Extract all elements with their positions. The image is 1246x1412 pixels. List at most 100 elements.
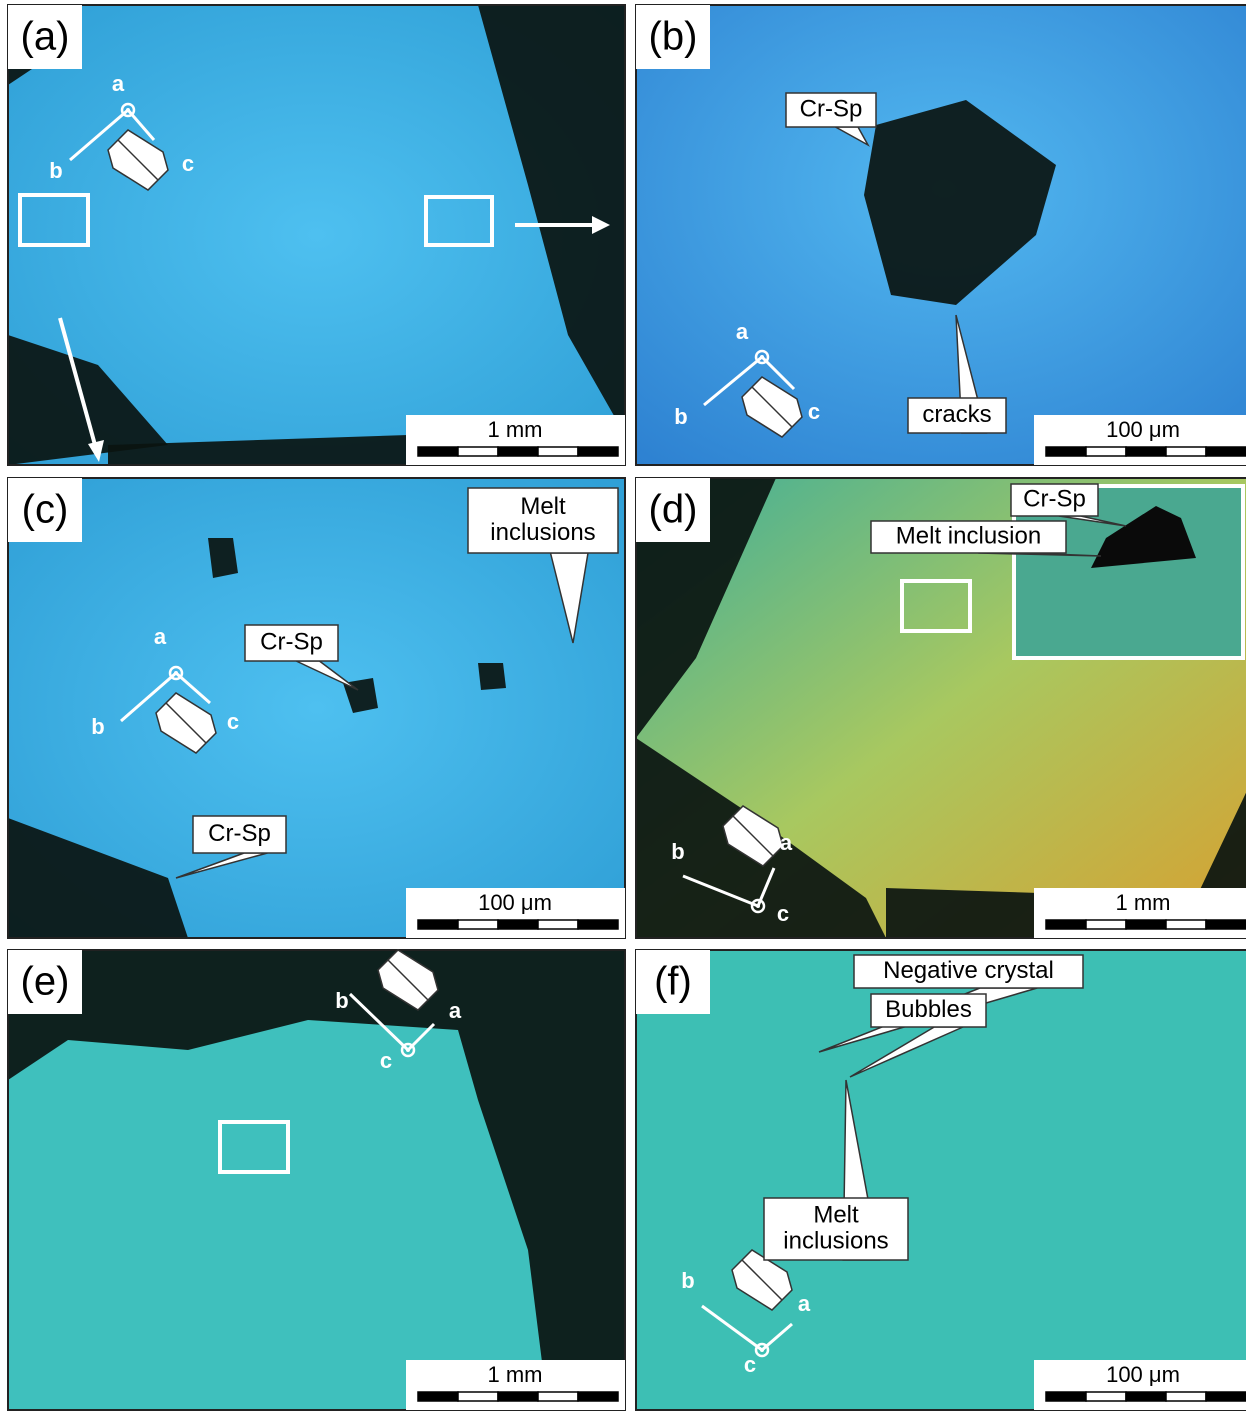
crystal-cleavage [387, 959, 429, 1001]
axis-label: c [380, 1048, 392, 1073]
matrix-region [864, 100, 1056, 305]
panel-label: (e) [21, 960, 70, 1004]
axis-label: a [736, 319, 749, 344]
callout-text: Negative crystal [883, 957, 1054, 984]
axis-origin [400, 1042, 416, 1058]
matrix-region [8, 818, 188, 938]
panel-border [7, 477, 626, 939]
axis-label: c [227, 709, 239, 734]
scale-bar-segment [1085, 446, 1127, 457]
axis-arrow [682, 874, 759, 908]
scale-bar-segment [1165, 1391, 1207, 1402]
callout-box [244, 624, 339, 662]
highlight-box [900, 579, 972, 633]
highlight-box [18, 193, 90, 247]
axis-origin [120, 102, 136, 118]
axis-arrow [703, 355, 763, 407]
axis-label: b [49, 158, 62, 183]
scale-bar-segment [1205, 446, 1246, 457]
axis-label: b [671, 839, 684, 864]
callout-box [763, 1197, 909, 1261]
axis-label: a [112, 71, 125, 96]
scale-bar-segment [537, 919, 579, 930]
scale-bar-segment [1045, 1391, 1087, 1402]
scale-bar-segment [1125, 919, 1167, 930]
scale-bar-segment [577, 1391, 619, 1402]
callout-text: Melt inclusion [896, 522, 1041, 549]
axis-label: a [798, 1291, 811, 1316]
panel-label-box [8, 5, 82, 69]
scale-bar-segment [497, 446, 539, 457]
inset-crystal [1091, 506, 1196, 568]
scale-bar-segment [457, 446, 499, 457]
panel-label: (c) [22, 488, 69, 532]
scale-bar-segment [1045, 446, 1087, 457]
panel-label-box [636, 5, 710, 69]
scale-bar-label: 1 mm [488, 417, 543, 442]
scale-bar-segment [1205, 919, 1246, 930]
pointer-arrowhead [88, 440, 104, 462]
axis-label: c [808, 399, 820, 424]
callout-box [853, 954, 1084, 989]
callout-text: Cr-Sp [208, 820, 271, 847]
axis-origin [168, 665, 184, 681]
panel: (a) a b c 1 mm [7, 4, 626, 466]
panel-label-box [8, 950, 82, 1014]
crystal-cleavage [751, 386, 793, 428]
pointer-arrow [58, 317, 97, 446]
panel: (f) b a c Negative crystal Bubbles Meltinclusi… [635, 949, 1246, 1411]
panel-border [635, 4, 1246, 466]
axis-arrow [348, 992, 410, 1052]
pointer-arrows [58, 216, 610, 462]
highlight-box [424, 195, 494, 247]
axis-label: a [449, 998, 462, 1023]
axis-arrow [760, 355, 796, 391]
scale-bar-label: 100 μm [478, 890, 552, 915]
scale-bar-segment [1165, 446, 1207, 457]
scale-bar-label: 1 mm [488, 1362, 543, 1387]
axis-origin-dot [406, 1048, 410, 1052]
axis-label: b [674, 404, 687, 429]
axis-arrow [69, 108, 129, 162]
panel-border [635, 949, 1246, 1411]
axis-label: a [154, 624, 167, 649]
panel-border [7, 4, 626, 466]
callout-text: inclusions [783, 1227, 888, 1254]
scale-bar-label: 100 μm [1106, 417, 1180, 442]
panel: (b) a b c Cr-Sp cracks 100 μm [635, 4, 1246, 466]
scale-bar-segment [537, 446, 579, 457]
scale-bar-segment [497, 919, 539, 930]
crystal-cleavage [732, 815, 774, 857]
matrix-region [8, 335, 168, 465]
callout-box [907, 397, 1007, 434]
callout-box [785, 92, 877, 128]
panel: (e) b a c 1 mm [7, 949, 626, 1411]
scale-bar-segment [1165, 919, 1207, 930]
panel-border [635, 477, 1246, 939]
callout-text: cracks [922, 401, 991, 428]
scale-bar-segment [1125, 1391, 1167, 1402]
callout-text: Melt [813, 1201, 859, 1228]
matrix-region [478, 663, 506, 690]
scale-bar-segment [1205, 1391, 1246, 1402]
matrix-region [636, 478, 776, 738]
panel-border [7, 949, 626, 1411]
callout-box [870, 993, 987, 1028]
scale-bar-segment [1085, 1391, 1127, 1402]
panel-label: (f) [654, 960, 692, 1004]
scale-bar-segment [577, 919, 619, 930]
scale-bar-segment [1085, 919, 1127, 930]
panel-label: (a) [21, 15, 70, 59]
crystal-cleavage [741, 1259, 783, 1301]
callout-box [192, 815, 287, 854]
panel-label: (d) [649, 488, 698, 532]
scale-bar-segment [577, 446, 619, 457]
axis-origin [754, 1342, 770, 1358]
axis-origin-dot [760, 1348, 764, 1352]
callout-text: Bubbles [885, 996, 972, 1023]
scale-bar-label: 1 mm [1116, 890, 1171, 915]
scale-bar-segment [417, 919, 459, 930]
